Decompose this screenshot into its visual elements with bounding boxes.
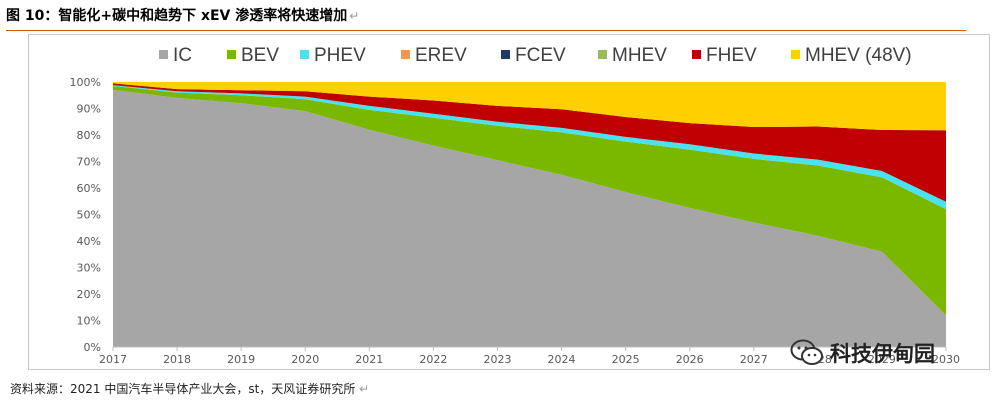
legend-swatch-phev: [300, 50, 309, 59]
legend-label-erev: EREV: [415, 45, 467, 66]
source-text: 资料来源：2021 中国汽车半导体产业大会，st，天风证券研究所: [10, 382, 356, 396]
legend-swatch-mhev: [598, 50, 607, 59]
y-tick-label: 70%: [77, 156, 101, 169]
legend-swatch-fhev: [692, 50, 701, 59]
legend-swatch-ic: [159, 50, 168, 59]
x-tick-label: 2023: [483, 353, 511, 366]
legend-swatch-fcev: [501, 50, 510, 59]
area-mhev-48v: [113, 82, 946, 131]
legend-label-ic: IC: [173, 45, 192, 66]
legend-swatch-mhev-48v: [791, 50, 800, 59]
legend-label-fcev: FCEV: [515, 45, 566, 66]
return-mark: ↵: [349, 9, 360, 23]
x-tick-label: 2027: [740, 353, 768, 366]
y-tick-label: 50%: [77, 209, 101, 222]
x-tick-label: 2026: [676, 353, 704, 366]
y-tick-label: 100%: [70, 76, 101, 89]
x-tick-label: 2025: [612, 353, 640, 366]
y-tick-label: 20%: [77, 288, 101, 301]
x-tick-label: 2017: [99, 353, 127, 366]
x-tick-label: 2029: [868, 353, 896, 366]
legend-swatch-bev: [227, 50, 236, 59]
x-tick-label: 2022: [419, 353, 447, 366]
y-tick-label: 60%: [77, 182, 101, 195]
y-tick-label: 90%: [77, 103, 101, 116]
area-ic: [113, 89, 946, 347]
x-tick-label: 2019: [227, 353, 255, 366]
x-tick-label: 2018: [163, 353, 191, 366]
y-tick-label: 40%: [77, 235, 101, 248]
legend-swatch-erev: [401, 50, 410, 59]
wechat-icon: [790, 339, 823, 365]
x-tick-label: 2020: [291, 353, 319, 366]
return-mark: ↵: [359, 382, 370, 396]
y-tick-label: 0%: [84, 341, 101, 354]
y-tick-label: 30%: [77, 262, 101, 275]
watermark-text: 科技伊甸园: [830, 342, 935, 366]
x-tick-label: 2021: [355, 353, 383, 366]
area-series-group: [113, 82, 946, 347]
y-tick-label: 10%: [77, 315, 101, 328]
legend-label-mhev-48v: MHEV (48V): [805, 45, 912, 66]
watermark: 科技伊甸园: [790, 338, 935, 368]
legend-label-phev: PHEV: [314, 45, 366, 66]
x-tick-label: 2030: [932, 353, 960, 366]
area-bev: [113, 85, 946, 316]
x-tick-label: 2024: [548, 353, 576, 366]
area-fhev: [113, 83, 946, 202]
title-divider: [6, 30, 966, 31]
legend-label-bev: BEV: [241, 45, 279, 66]
source-note: 资料来源：2021 中国汽车半导体产业大会，st，天风证券研究所 ↵: [10, 380, 369, 397]
legend-label-fhev: FHEV: [706, 45, 757, 66]
chart-legend: IC BEV PHEV EREV FCEV MHEV FHEV MHEV (48V): [159, 45, 912, 66]
legend-label-mhev: MHEV: [612, 45, 667, 66]
figure-title: 图 10：智能化+碳中和趋势下 xEV 渗透率将快速增加 ↵: [6, 5, 359, 25]
figure-title-text: 图 10：智能化+碳中和趋势下 xEV 渗透率将快速增加: [6, 8, 348, 24]
y-tick-label: 80%: [77, 129, 101, 142]
